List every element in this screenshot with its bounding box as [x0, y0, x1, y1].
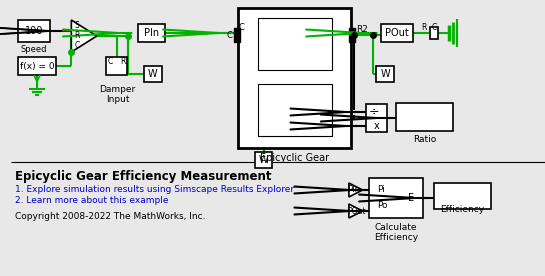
Text: 2. Learn more about this example: 2. Learn more about this example — [15, 196, 169, 205]
Text: W: W — [148, 69, 158, 79]
Text: Epicyclic Gear: Epicyclic Gear — [260, 153, 329, 163]
Text: W: W — [259, 155, 268, 165]
Bar — [106, 57, 127, 75]
Bar — [434, 183, 491, 209]
Text: PIn: PIn — [144, 28, 159, 38]
Text: POut: POut — [385, 28, 409, 38]
Text: Efficiency: Efficiency — [374, 232, 418, 242]
Text: 1. Explore simulation results using Simscape Results Explorer: 1. Explore simulation results using Sims… — [15, 185, 294, 194]
Text: C: C — [75, 41, 80, 51]
Text: Damper: Damper — [99, 86, 136, 94]
Text: Input: Input — [106, 94, 129, 104]
Polygon shape — [349, 204, 362, 218]
Bar — [19, 20, 50, 42]
Text: R: R — [422, 23, 427, 31]
Bar — [144, 66, 161, 82]
Bar — [377, 66, 394, 82]
Bar — [258, 18, 332, 70]
Polygon shape — [349, 183, 362, 197]
Text: Ratio: Ratio — [413, 136, 436, 145]
Bar — [349, 28, 355, 42]
Bar — [382, 24, 413, 42]
Bar — [366, 104, 387, 132]
Text: W: W — [380, 69, 390, 79]
Bar — [255, 152, 272, 168]
Text: C: C — [432, 23, 437, 31]
Text: PIn: PIn — [347, 185, 360, 195]
Text: S: S — [75, 22, 80, 31]
Text: Epicyclic Gear Efficiency Measurement: Epicyclic Gear Efficiency Measurement — [15, 170, 272, 183]
Text: C: C — [238, 23, 244, 33]
Bar — [370, 178, 423, 218]
Text: Pi: Pi — [377, 185, 385, 195]
Text: ÷: ÷ — [369, 105, 380, 118]
Bar — [238, 8, 351, 148]
Bar — [138, 24, 166, 42]
Text: x: x — [373, 121, 379, 131]
Text: Efficiency: Efficiency — [440, 205, 485, 214]
Text: Copyright 2008-2022 The MathWorks, Inc.: Copyright 2008-2022 The MathWorks, Inc. — [15, 212, 206, 221]
Bar — [258, 84, 332, 136]
Bar — [234, 28, 240, 42]
Text: C: C — [226, 31, 232, 39]
Text: E: E — [408, 193, 414, 203]
Text: POut: POut — [347, 206, 365, 216]
Text: Po: Po — [377, 201, 388, 211]
Text: f(x) = 0: f(x) = 0 — [20, 62, 54, 70]
Text: R: R — [120, 57, 126, 65]
Text: R2: R2 — [356, 25, 367, 33]
Polygon shape — [71, 20, 97, 52]
Text: C: C — [107, 57, 113, 65]
Text: Calculate: Calculate — [375, 224, 417, 232]
Bar — [430, 27, 438, 39]
Bar — [19, 57, 56, 75]
Bar — [396, 103, 453, 131]
Text: R: R — [75, 31, 80, 41]
Text: Speed: Speed — [21, 46, 47, 54]
Text: 100: 100 — [25, 26, 43, 36]
